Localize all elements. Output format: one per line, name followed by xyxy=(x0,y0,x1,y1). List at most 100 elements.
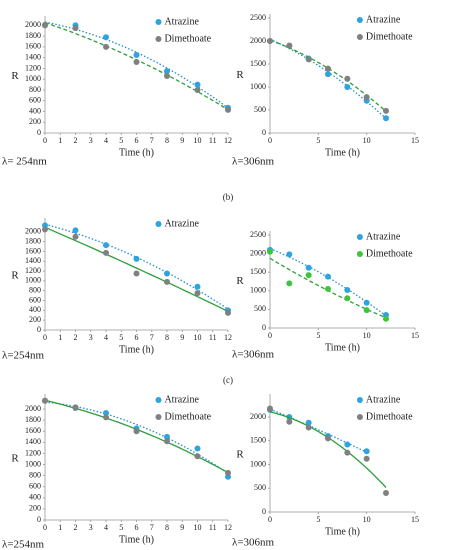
x-tick-label: 9 xyxy=(180,136,184,145)
trend-line xyxy=(44,226,229,312)
caption: (b) xyxy=(223,192,234,202)
point xyxy=(164,433,170,440)
y-tick-label: 0 xyxy=(37,325,41,334)
x-tick-label: 7 xyxy=(150,333,154,342)
point xyxy=(225,469,231,476)
point xyxy=(325,273,331,280)
y-tick-label: 200 xyxy=(29,315,41,324)
x-tick-label: 1 xyxy=(58,523,62,532)
point xyxy=(225,106,231,113)
y-tick-label: 400 xyxy=(29,493,41,502)
y-tick-label: 1400 xyxy=(25,256,41,265)
x-axis-title: Time (h) xyxy=(325,526,360,537)
x-tick-label: 5 xyxy=(316,331,320,340)
point xyxy=(363,94,370,101)
y-tick-label: 1600 xyxy=(25,246,41,255)
legend-marker xyxy=(356,251,363,257)
point xyxy=(133,51,140,58)
point xyxy=(194,445,201,452)
x-tick-label: 0 xyxy=(43,333,47,342)
x-tick-label: 0 xyxy=(43,136,47,145)
legend-marker xyxy=(356,397,363,403)
x-tick-label: 2 xyxy=(74,136,78,145)
point xyxy=(103,414,109,421)
point xyxy=(363,299,370,306)
x-tick-label: 6 xyxy=(135,523,139,532)
point xyxy=(194,290,201,297)
legend-label: Dimethoate xyxy=(366,31,413,42)
x-tick-label: 5 xyxy=(119,136,123,145)
point xyxy=(194,86,201,93)
point xyxy=(103,249,109,256)
y-tick-label: 800 xyxy=(29,286,41,295)
x-tick-label: 3 xyxy=(89,523,93,532)
x-tick-label: 15 xyxy=(411,515,419,524)
legend-label: Atrazine xyxy=(164,394,199,405)
point xyxy=(363,455,370,462)
y-tick-label: 0 xyxy=(37,128,41,137)
y-tick-label: 2000 xyxy=(25,227,41,236)
x-tick-label: 2 xyxy=(74,333,78,342)
y-tick-label: 2000 xyxy=(250,36,266,45)
x-axis-title: Time (h) xyxy=(119,534,154,545)
y-tick-label: 2500 xyxy=(250,13,266,22)
x-tick-label: 5 xyxy=(316,515,320,524)
y-tick-label: 1200 xyxy=(25,63,41,72)
y-tick-label: 1200 xyxy=(25,266,41,275)
y-tick-label: 1600 xyxy=(25,426,41,435)
x-tick-label: 7 xyxy=(150,136,154,145)
x-tick-label: 1 xyxy=(58,333,62,342)
x-tick-label: 4 xyxy=(104,333,108,342)
x-tick-label: 6 xyxy=(135,136,139,145)
y-tick-label: 0 xyxy=(262,128,266,137)
trend-line xyxy=(269,38,387,119)
y-tick-label: 2000 xyxy=(25,20,41,29)
point xyxy=(164,278,170,285)
x-tick-label: 12 xyxy=(224,523,232,532)
legend-label: Atrazine xyxy=(366,231,401,242)
legend-marker xyxy=(155,221,162,227)
y-tick-label: 200 xyxy=(29,117,41,126)
y-tick-label: 1400 xyxy=(25,52,41,61)
point xyxy=(325,435,331,442)
x-tick-label: 15 xyxy=(411,136,419,145)
point xyxy=(305,419,312,426)
y-tick-label: 1800 xyxy=(25,415,41,424)
legend-marker xyxy=(155,36,162,42)
annotation: λ=306nm xyxy=(232,537,275,549)
point xyxy=(305,272,312,279)
y-tick-label: 2000 xyxy=(250,412,266,421)
point xyxy=(325,65,331,72)
point xyxy=(325,285,331,292)
point xyxy=(103,242,109,249)
legend-label: Dimethoate xyxy=(366,411,413,422)
x-tick-label: 0 xyxy=(43,523,47,532)
point xyxy=(344,449,351,456)
x-tick-label: 0 xyxy=(268,136,272,145)
x-tick-label: 1 xyxy=(58,136,62,145)
legend-label: Atrazine xyxy=(164,218,199,229)
y-axis-title: R xyxy=(11,70,19,82)
x-tick-label: 8 xyxy=(165,523,169,532)
y-tick-label: 200 xyxy=(29,504,41,513)
point xyxy=(344,75,351,82)
point xyxy=(72,233,79,240)
point xyxy=(42,22,48,29)
x-tick-label: 5 xyxy=(119,333,123,342)
x-tick-label: 3 xyxy=(89,333,93,342)
point xyxy=(363,448,370,455)
point xyxy=(383,115,389,122)
annotation: λ=254nm xyxy=(2,350,45,362)
x-tick-label: 3 xyxy=(89,136,93,145)
x-tick-label: 0 xyxy=(268,515,272,524)
legend-label: Atrazine xyxy=(366,14,401,25)
y-tick-label: 1000 xyxy=(250,286,266,295)
point xyxy=(133,270,140,277)
point xyxy=(383,107,389,114)
point xyxy=(103,34,109,41)
legend-marker xyxy=(155,414,162,420)
y-tick-label: 0 xyxy=(262,507,266,516)
point xyxy=(194,453,201,460)
x-tick-label: 7 xyxy=(150,523,154,532)
